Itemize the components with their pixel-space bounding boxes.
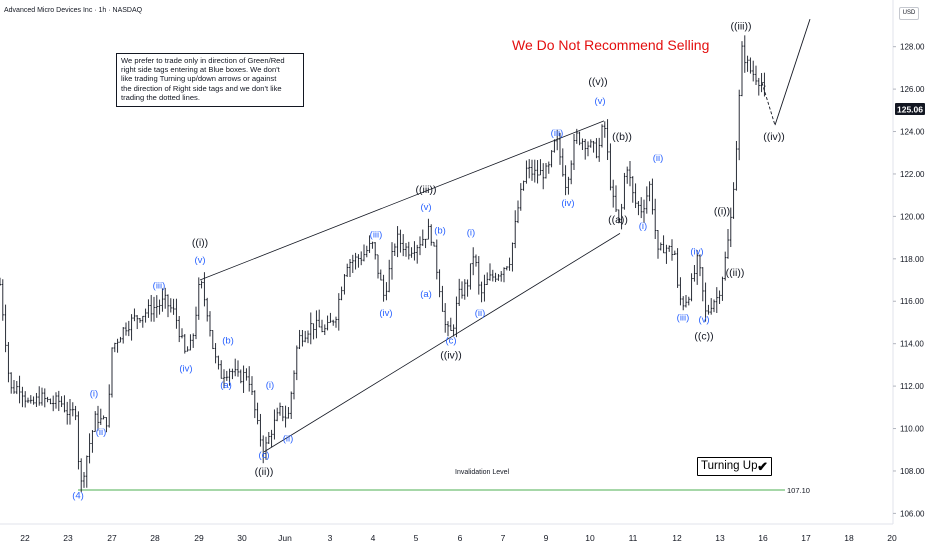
wave-label: ((iii))	[731, 21, 752, 33]
x-tick-label: 28	[150, 533, 160, 543]
wave-label: (ii)	[96, 427, 107, 438]
symbol-title: Advanced Micro Devices Inc · 1h · NASDAQ	[4, 7, 143, 14]
wave-label: (ii)	[653, 153, 664, 164]
current-price-label: 125.06	[897, 105, 923, 115]
x-tick-label: 29	[194, 533, 204, 543]
wave-label: ((ii))	[726, 267, 745, 279]
y-tick-label: 118.00	[900, 255, 924, 264]
trading-note: We prefer to trade only in direction of …	[116, 53, 304, 107]
x-tick-label: 5	[414, 533, 419, 543]
wave-label: (v)	[420, 202, 431, 213]
wave-label: (a)	[220, 380, 232, 391]
warning-text: We Do Not Recommend Selling	[512, 37, 710, 53]
wave-label: (v)	[594, 96, 605, 107]
wave-label: (v)	[698, 314, 709, 325]
x-tick-label: 17	[801, 533, 811, 543]
wave-label: ((b))	[612, 131, 632, 143]
y-tick-label: 110.00	[900, 425, 924, 434]
x-tick-label: 20	[887, 533, 897, 543]
wave-label: ((v))	[588, 76, 607, 88]
x-tick-label: Jun	[278, 533, 292, 543]
y-tick-label: 112.00	[900, 382, 924, 391]
wave-label: (i)	[90, 389, 98, 400]
invalidation-price-label: 107.10	[787, 486, 810, 495]
current-price-tag	[895, 103, 925, 116]
x-tick-label: 12	[672, 533, 682, 543]
x-tick-label: 22	[20, 533, 30, 543]
x-tick-label: 16	[758, 533, 768, 543]
wave-label: (iv)	[179, 363, 192, 374]
wave-label: (b)	[222, 336, 234, 347]
currency-button[interactable]: USD	[899, 7, 919, 20]
turning-up-box: Turning Up ✔	[697, 457, 772, 476]
wave-label: (a)	[420, 289, 432, 300]
trendline	[199, 120, 605, 281]
wave-label: ((i))	[192, 237, 208, 249]
wave-label: ((iv))	[763, 131, 785, 143]
wave-label: (iii)	[370, 230, 383, 241]
wave-label: (ii)	[475, 308, 486, 319]
wave-label: (i)	[467, 227, 475, 238]
y-tick-label: 122.00	[900, 170, 925, 179]
y-tick-label: 116.00	[900, 297, 924, 306]
wave-label: ((iv))	[440, 350, 462, 362]
x-tick-label: 9	[544, 533, 549, 543]
wave-label: (c)	[445, 336, 456, 347]
wave-label: (iv)	[561, 198, 574, 209]
y-tick-label: 126.00	[900, 85, 925, 94]
wave-label: (iv)	[690, 247, 703, 258]
projection-dashed-line	[761, 82, 776, 126]
check-icon: ✔	[757, 459, 768, 474]
wave-label: (iii)	[677, 312, 690, 323]
wave-label: (b)	[434, 225, 446, 236]
wave-label: ((i))	[714, 205, 730, 217]
trendline	[263, 233, 621, 453]
x-tick-label: 27	[107, 533, 117, 543]
y-tick-label: 120.00	[900, 212, 925, 221]
wave-label: (c)	[258, 450, 269, 461]
invalidation-label: Invalidation Level	[455, 469, 510, 476]
wave-label: (4)	[72, 491, 84, 502]
y-tick-label: 128.00	[900, 43, 925, 52]
x-tick-label: 10	[585, 533, 595, 543]
wave-label: (iv)	[379, 308, 392, 319]
y-tick-label: 124.00	[900, 128, 925, 137]
wave-label: (ii)	[283, 433, 294, 444]
wave-label: ((iii))	[416, 184, 437, 196]
wave-label: (i)	[639, 221, 647, 232]
wave-label: (i)	[266, 380, 274, 391]
turning-up-label: Turning Up	[701, 460, 758, 472]
x-tick-label: 23	[63, 533, 73, 543]
y-tick-label: 106.00	[900, 509, 925, 518]
wave-label: (iii)	[153, 281, 166, 292]
wave-label: (iii)	[551, 128, 564, 139]
wave-label: ((ii))	[255, 466, 274, 478]
x-tick-label: 11	[629, 533, 638, 543]
wave-label: ((a))	[608, 214, 628, 226]
y-tick-label: 114.00	[900, 340, 924, 349]
wave-label: (v)	[194, 255, 205, 266]
x-tick-label: 18	[844, 533, 854, 543]
x-tick-label: 6	[458, 533, 463, 543]
x-tick-label: 13	[715, 533, 725, 543]
x-tick-label: 7	[501, 533, 506, 543]
wave-label: ((c))	[694, 330, 713, 342]
x-tick-label: 3	[328, 533, 333, 543]
x-tick-label: 30	[237, 533, 247, 543]
x-tick-label: 4	[371, 533, 376, 543]
projection-solid-line	[774, 18, 811, 126]
y-tick-label: 108.00	[900, 467, 925, 476]
